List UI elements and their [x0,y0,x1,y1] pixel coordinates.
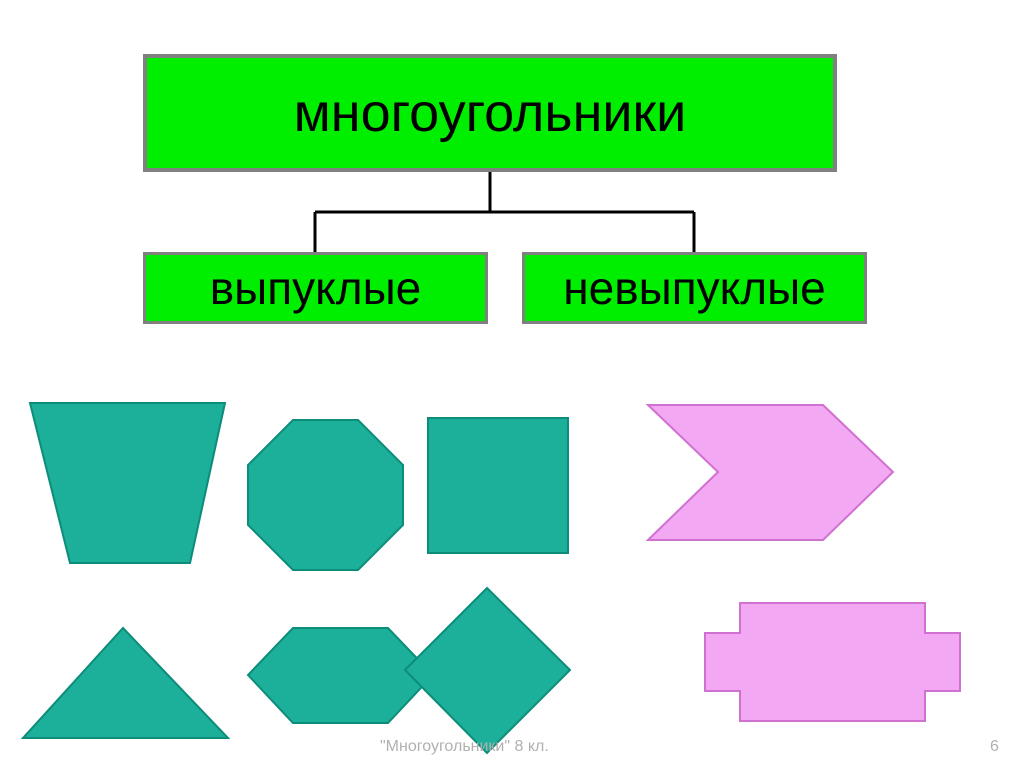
footer-caption-text: "Многоугольники" 8 кл. [380,738,549,755]
shape-triangle [23,628,228,738]
hierarchy-left-label: выпуклые [210,261,422,315]
hierarchy-left-box: выпуклые [143,252,488,324]
shape-octagon [248,420,403,570]
shape-square [428,418,568,553]
shape-trapezoid [30,403,225,563]
footer-page-number: 6 [990,738,999,756]
hierarchy-right-label: невыпуклые [563,261,826,315]
shape-arrow [648,405,893,540]
shape-cross [705,603,960,721]
footer-page-text: 6 [990,738,999,755]
footer-caption: "Многоугольники" 8 кл. [380,738,549,756]
shape-diamond [405,588,570,753]
hierarchy-right-box: невыпуклые [522,252,867,324]
